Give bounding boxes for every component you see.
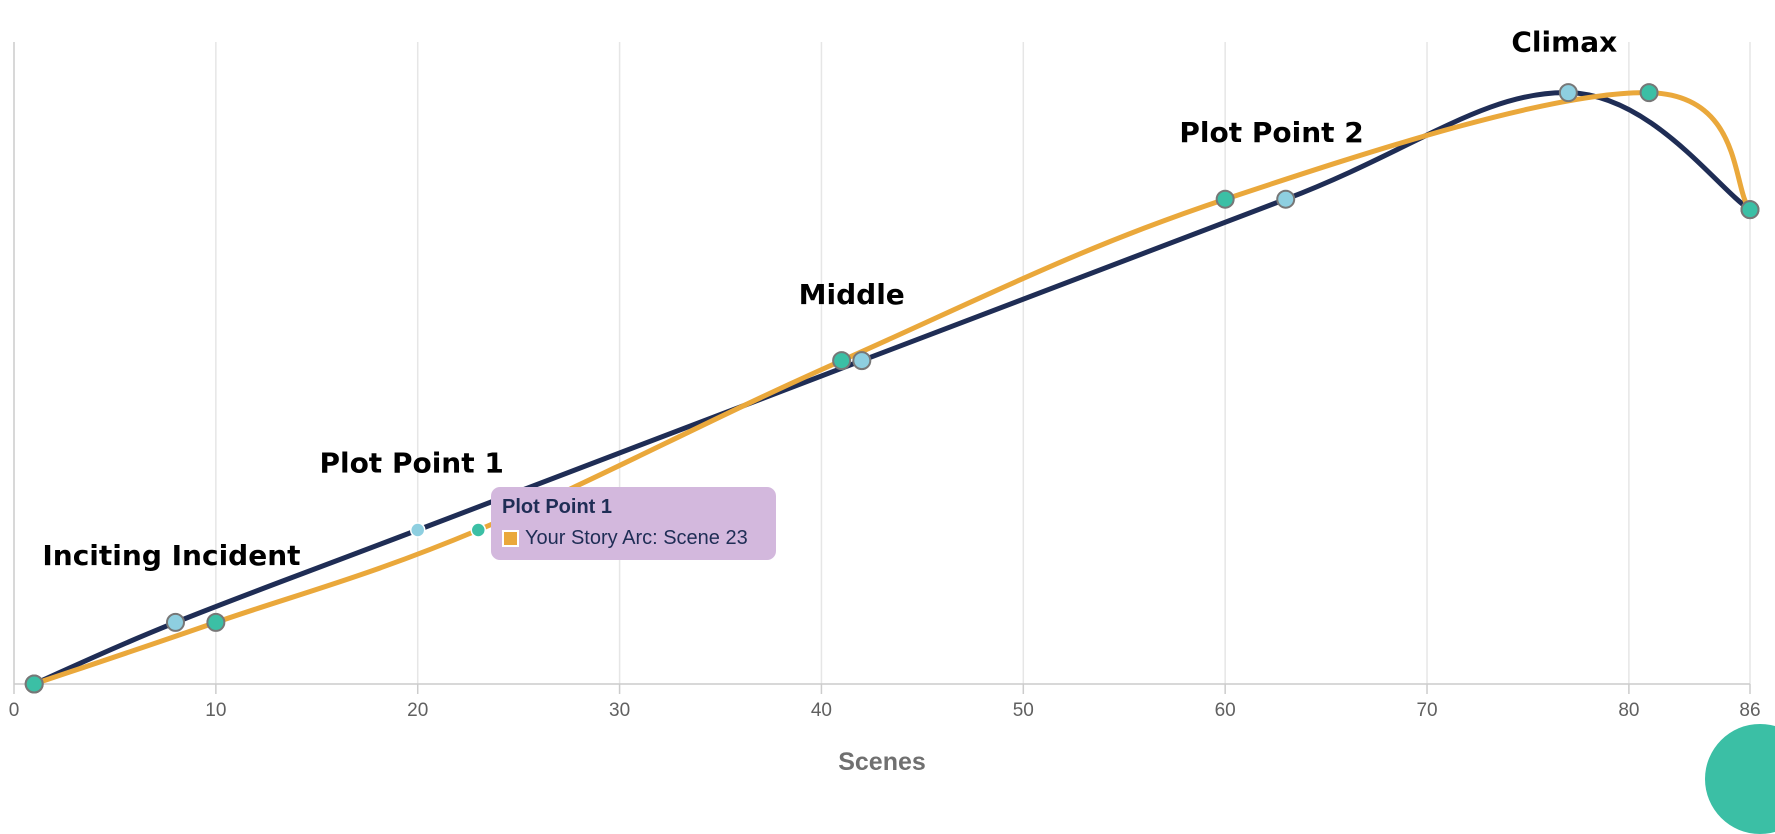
x-tick-label: 20 <box>407 700 428 721</box>
tooltip-row: Your Story Arc: Scene 23 <box>502 526 765 550</box>
annotation-label: Inciting Incident <box>42 539 300 572</box>
annotation-label: Middle <box>799 278 905 311</box>
x-tick-label: 50 <box>1013 700 1034 721</box>
tooltip-series-label: Your Story Arc: Scene 23 <box>525 527 748 549</box>
x-tick-label: 80 <box>1618 700 1639 721</box>
series-point-story[interactable] <box>1740 200 1760 220</box>
series-point-reference[interactable] <box>1276 189 1296 209</box>
tooltip: Plot Point 1 Your Story Arc: Scene 23 <box>491 487 776 560</box>
x-tick-label: 40 <box>811 700 832 721</box>
series-point-story[interactable] <box>206 612 226 632</box>
annotations: Inciting Incident Plot Point 1 Middle Plot … <box>42 25 1617 572</box>
series-line-story <box>31 90 1753 687</box>
x-tick-label: 30 <box>609 700 630 721</box>
series-point-story[interactable] <box>1639 83 1659 103</box>
series-line-reference <box>31 90 1753 687</box>
series-point-reference[interactable] <box>1558 83 1578 103</box>
x-tick-label: 70 <box>1416 700 1437 721</box>
tooltip-swatch-icon <box>502 529 519 547</box>
series-point-reference[interactable] <box>165 612 185 632</box>
annotation-label: Plot Point 2 <box>1179 116 1363 149</box>
series-point-reference[interactable] <box>409 522 426 538</box>
annotation-label: Climax <box>1511 25 1617 58</box>
series-lines <box>31 90 1753 687</box>
series-point-reference[interactable] <box>852 351 872 371</box>
series-markers <box>24 83 1760 694</box>
series-point-story[interactable] <box>832 351 852 371</box>
grid <box>215 42 1751 684</box>
x-tick-label: 0 <box>9 700 20 721</box>
x-axis-title: Scenes <box>838 748 926 774</box>
series-point-story[interactable] <box>24 674 44 694</box>
x-tick-label: 60 <box>1215 700 1236 721</box>
series-point-story[interactable] <box>470 522 487 538</box>
x-axis-ticks: 0 10 20 30 40 50 60 70 80 86 <box>9 684 1761 721</box>
x-tick-label: 86 <box>1739 700 1760 721</box>
annotation-label: Plot Point 1 <box>319 447 503 480</box>
x-tick-label: 10 <box>205 700 226 721</box>
tooltip-title: Plot Point 1 <box>502 496 612 518</box>
series-point-story[interactable] <box>1215 189 1235 209</box>
story-arc-chart: 0 10 20 30 40 50 60 70 80 86 Scenes Inciting Inci… <box>9 25 1761 774</box>
